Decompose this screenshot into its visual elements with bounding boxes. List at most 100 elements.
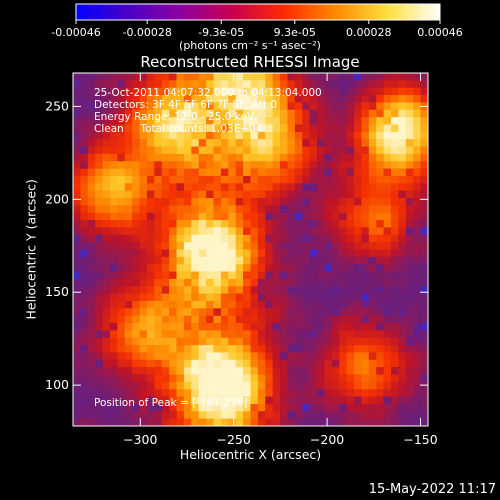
heatmap-cell bbox=[287, 381, 296, 390]
heatmap-cell bbox=[413, 153, 421, 162]
heatmap-cell bbox=[183, 271, 192, 280]
heatmap-cell bbox=[250, 359, 259, 368]
heatmap-cell bbox=[235, 73, 244, 81]
heatmap-cell bbox=[391, 359, 399, 368]
heatmap-cell bbox=[368, 95, 377, 103]
heatmap-cell bbox=[191, 271, 200, 280]
heatmap-cell bbox=[161, 389, 170, 397]
heatmap-cell bbox=[398, 264, 407, 272]
heatmap-cell bbox=[250, 190, 259, 199]
heatmap-cell bbox=[169, 381, 177, 390]
heatmap-cell bbox=[398, 242, 407, 250]
heatmap-cell bbox=[250, 234, 259, 243]
heatmap-cell bbox=[95, 403, 103, 412]
heatmap-cell bbox=[191, 80, 200, 88]
heatmap-cell bbox=[95, 242, 103, 250]
heatmap-cell bbox=[139, 256, 148, 265]
heatmap-cell bbox=[302, 124, 310, 133]
heatmap-cell bbox=[132, 146, 140, 155]
heatmap-cell bbox=[265, 198, 273, 206]
heatmap-cell bbox=[398, 175, 407, 184]
heatmap-cell bbox=[398, 374, 407, 383]
heatmap-cell bbox=[95, 323, 103, 331]
heatmap-cell bbox=[73, 95, 81, 103]
heatmap-cell bbox=[294, 418, 303, 427]
heatmap-cell bbox=[132, 264, 140, 272]
heatmap-cell bbox=[154, 234, 163, 243]
heatmap-cell bbox=[287, 300, 296, 309]
heatmap-cell bbox=[287, 73, 296, 81]
heatmap-cell bbox=[383, 234, 392, 243]
heatmap-cell bbox=[228, 234, 237, 243]
heatmap-cell bbox=[324, 175, 333, 184]
heatmap-cell bbox=[368, 308, 377, 316]
heatmap-cell bbox=[87, 146, 96, 155]
heatmap-cell bbox=[324, 161, 333, 169]
heatmap-cell bbox=[354, 418, 362, 427]
heatmap-cell bbox=[420, 117, 429, 125]
heatmap-cell bbox=[413, 308, 421, 316]
heatmap-cell bbox=[132, 212, 140, 221]
heatmap-cell bbox=[368, 87, 377, 96]
heatmap-cell bbox=[324, 73, 333, 81]
heatmap-cell bbox=[280, 293, 288, 302]
heatmap-cell bbox=[228, 323, 237, 331]
heatmap-cell bbox=[250, 293, 259, 302]
heatmap-cell bbox=[176, 109, 185, 118]
heatmap-cell bbox=[398, 308, 407, 316]
heatmap-cell bbox=[383, 190, 392, 199]
heatmap-cell bbox=[361, 220, 370, 228]
heatmap-cell bbox=[220, 153, 229, 162]
heatmap-cell bbox=[169, 271, 177, 280]
heatmap-cell bbox=[191, 117, 200, 125]
heatmap-cell bbox=[124, 234, 133, 243]
heatmap-cell bbox=[176, 389, 185, 397]
heatmap-cell bbox=[191, 183, 200, 191]
heatmap-cell bbox=[124, 190, 133, 199]
heatmap-cell bbox=[391, 190, 399, 199]
heatmap-cell bbox=[235, 271, 244, 280]
heatmap-cell bbox=[213, 374, 222, 383]
heatmap-cell bbox=[391, 300, 399, 309]
heatmap-cell bbox=[102, 183, 111, 191]
heatmap-cell bbox=[206, 271, 214, 280]
heatmap-cell bbox=[339, 359, 347, 368]
heatmap-cell bbox=[250, 308, 259, 316]
heatmap-cell bbox=[250, 389, 259, 397]
heatmap-cell bbox=[309, 381, 318, 390]
heatmap-cell bbox=[95, 315, 103, 324]
heatmap-cell bbox=[102, 403, 111, 412]
heatmap-cell bbox=[220, 359, 229, 368]
heatmap-cell bbox=[346, 286, 355, 294]
heatmap-cell bbox=[80, 220, 89, 228]
heatmap-cell bbox=[331, 80, 340, 88]
heatmap-cell bbox=[198, 146, 207, 155]
heatmap-cell bbox=[87, 308, 96, 316]
heatmap-cell bbox=[183, 168, 192, 177]
heatmap-cell bbox=[361, 359, 370, 368]
heatmap-cell bbox=[220, 212, 229, 221]
heatmap-cell bbox=[139, 124, 148, 133]
observation-time: 25-Oct-2011 04:07:32.000 to 04:13:04.000 bbox=[94, 87, 322, 99]
heatmap-cell bbox=[206, 300, 214, 309]
heatmap-cell bbox=[398, 330, 407, 339]
heatmap-cell bbox=[391, 403, 399, 412]
heatmap-cell bbox=[376, 278, 384, 287]
heatmap-cell bbox=[124, 168, 133, 177]
heatmap-cell bbox=[272, 175, 281, 184]
heatmap-cell bbox=[280, 124, 288, 133]
heatmap-cell bbox=[331, 418, 340, 427]
heatmap-cell bbox=[265, 183, 273, 191]
heatmap-cell bbox=[198, 183, 207, 191]
heatmap-cell bbox=[309, 73, 318, 81]
heatmap-cell bbox=[391, 286, 399, 294]
heatmap-cell bbox=[161, 146, 170, 155]
heatmap-cell bbox=[154, 249, 163, 258]
heatmap-cell bbox=[243, 359, 251, 368]
heatmap-cell bbox=[398, 80, 407, 88]
heatmap-cell bbox=[287, 168, 296, 177]
heatmap-cell bbox=[317, 198, 325, 206]
heatmap-cell bbox=[139, 131, 148, 140]
heatmap-cells bbox=[73, 73, 429, 427]
heatmap-cell bbox=[73, 161, 81, 169]
